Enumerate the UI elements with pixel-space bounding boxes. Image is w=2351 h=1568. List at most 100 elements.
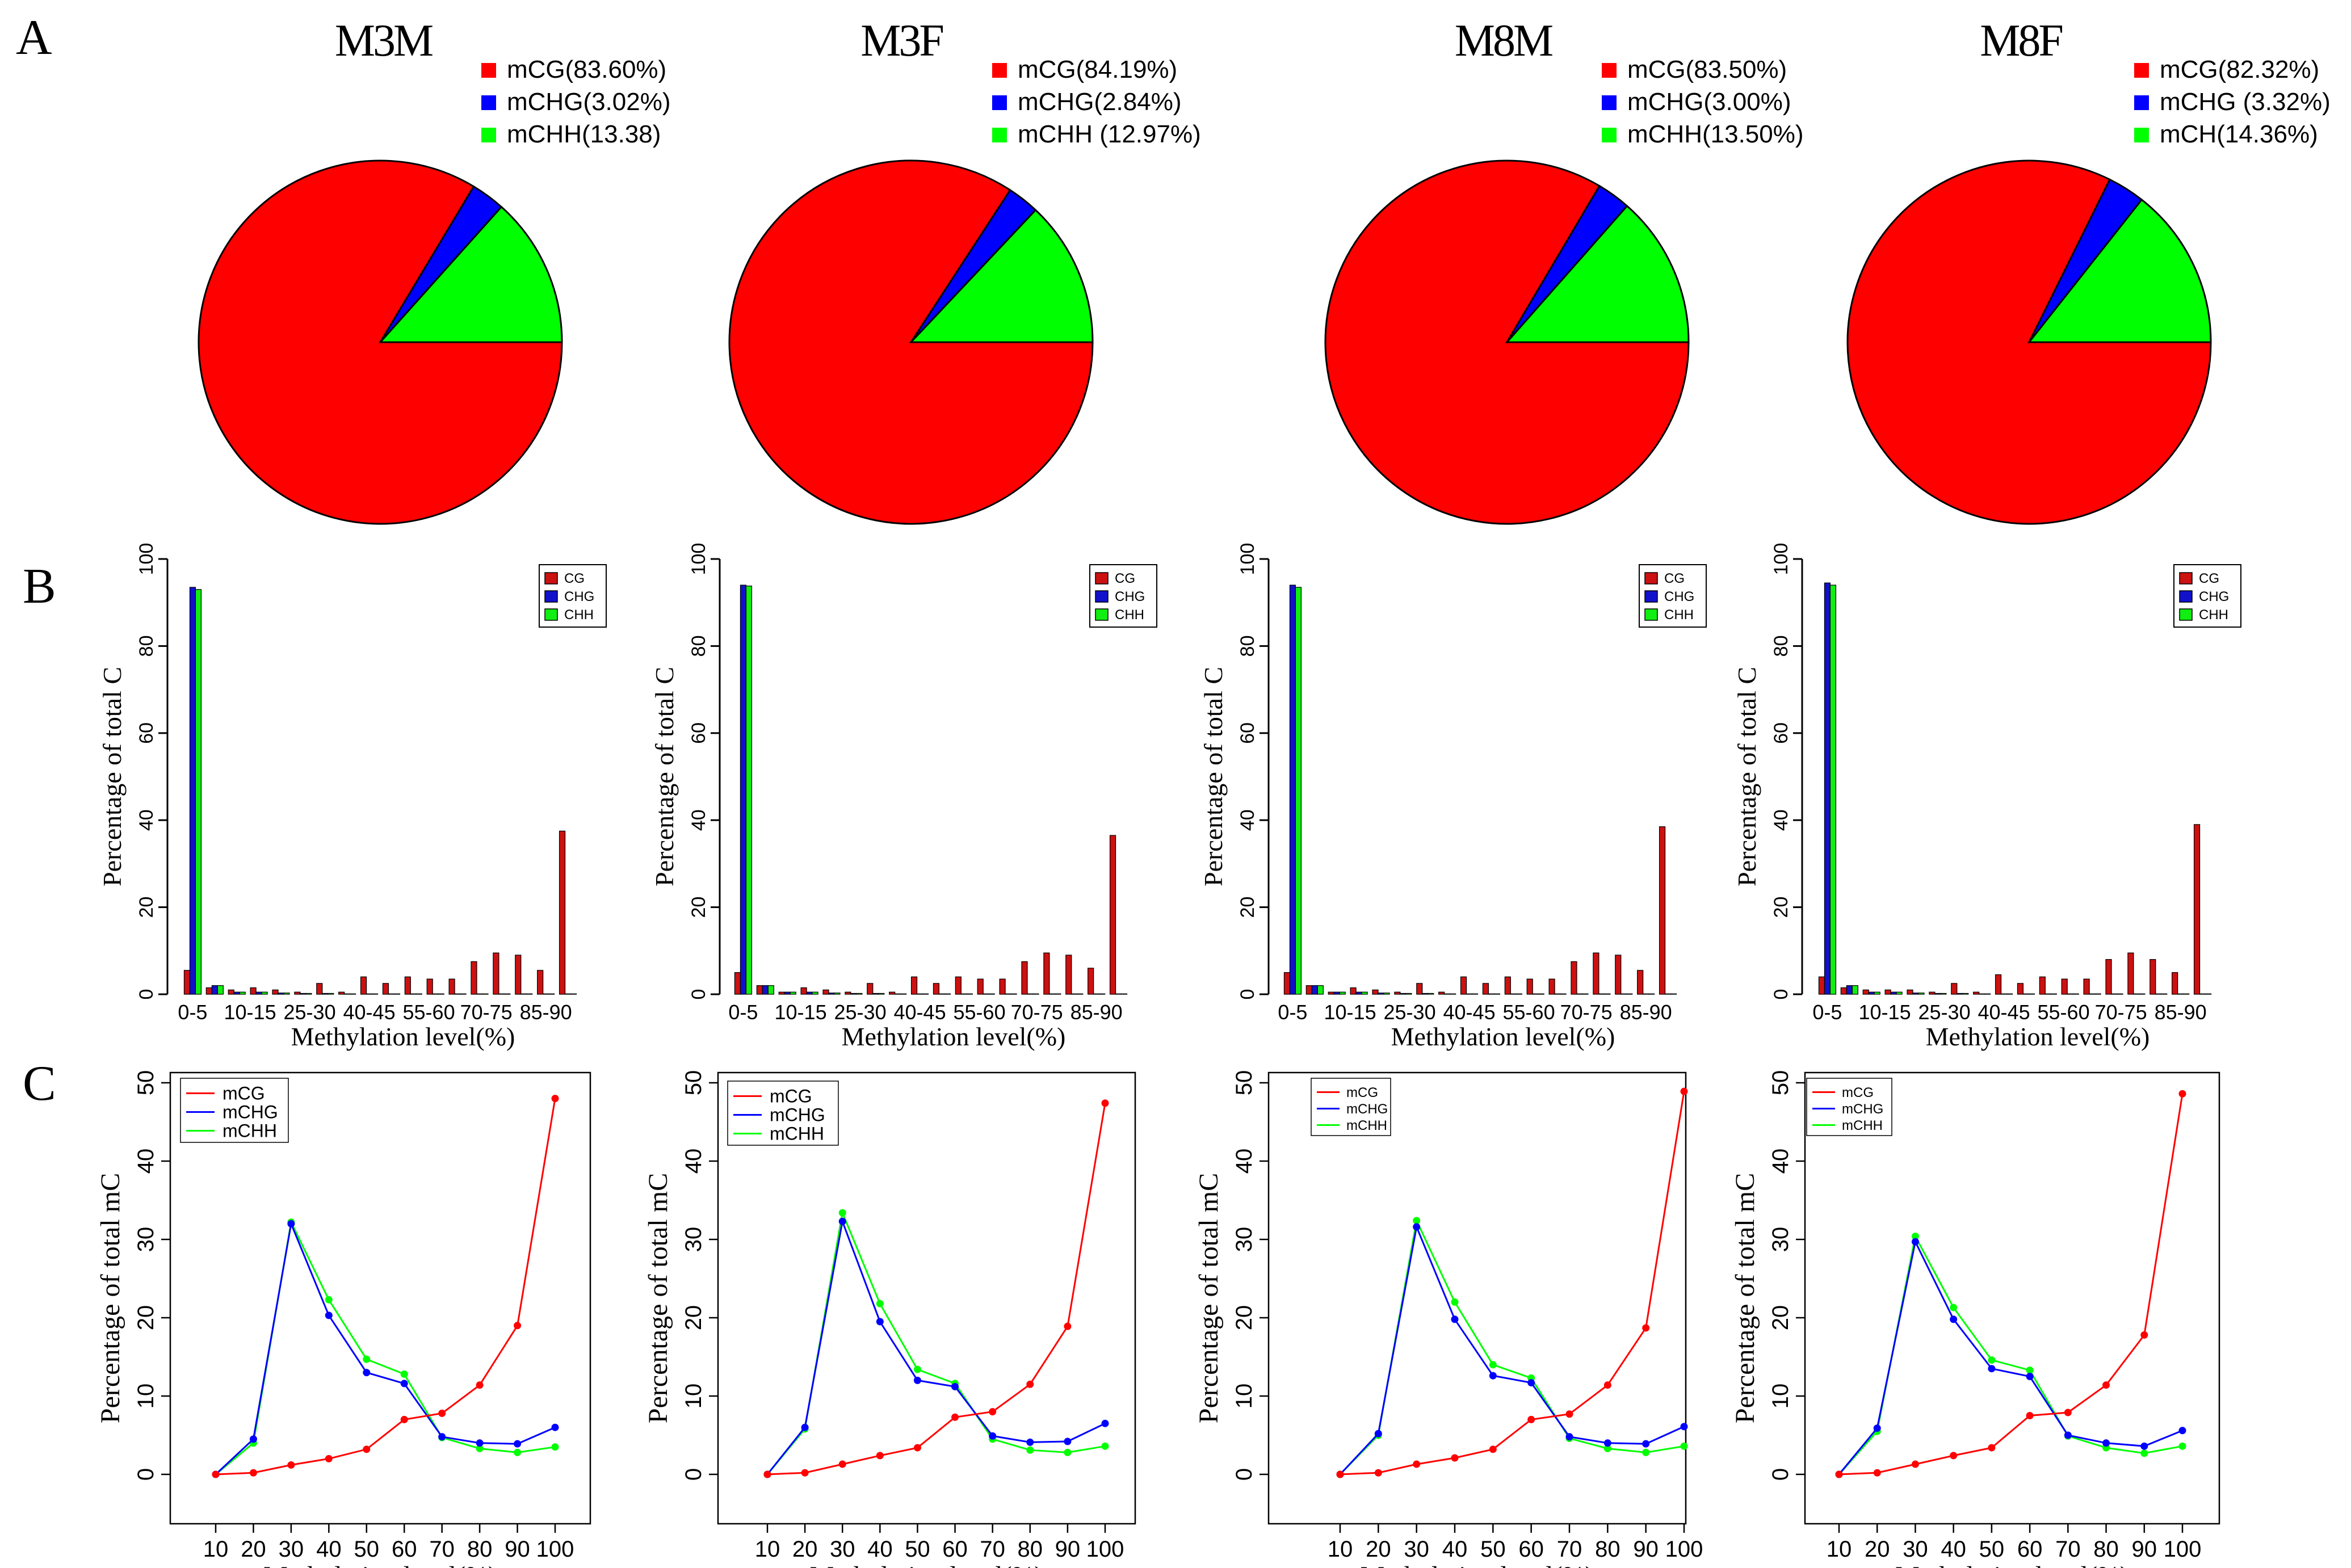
line-point-mchh: [1489, 1361, 1497, 1369]
line-y-tick-label: 50: [1768, 1070, 1793, 1096]
line-point-mchg: [325, 1311, 333, 1319]
bar-cg: [294, 991, 301, 995]
line-point-mcg: [838, 1460, 846, 1468]
bar-chh: [1940, 993, 1947, 995]
line-legend-label: mCHG: [1346, 1102, 1388, 1117]
bar-x-tick-label: 70-75: [2095, 1001, 2147, 1024]
bar-x-tick-label: 0-5: [728, 1001, 758, 1024]
line-point-mchh: [913, 1365, 921, 1373]
bar-y-tick-label: 100: [1770, 543, 1792, 575]
bar-cg: [1840, 987, 1847, 995]
bar-chh: [745, 585, 753, 995]
pie-legend-label: mCG(83.60%): [507, 56, 666, 83]
bar-chh: [790, 991, 796, 995]
line-point-mcg: [1026, 1380, 1034, 1388]
line-point-mcg: [1873, 1469, 1881, 1477]
bar-y-tick-label: 40: [688, 809, 710, 831]
line-point-mchh: [1603, 1444, 1611, 1452]
bar-chh: [305, 993, 312, 995]
line-y-axis-label: Percentage of total mC: [643, 1173, 673, 1423]
line-point-mchg: [1064, 1437, 1072, 1445]
pie-slice-mchh: [378, 205, 563, 343]
bar-cg: [1305, 985, 1312, 995]
pie-chart-m8f: M8F mCG(82.32%) mCHG (3.32%) mCH(14.36%): [1846, 16, 2331, 525]
bar-chg: [1311, 985, 1318, 995]
line-point-mcg: [249, 1469, 257, 1477]
bar-cg: [2105, 959, 2112, 995]
bar-legend-label: CHG: [564, 589, 594, 604]
line-x-tick-label: 100: [1665, 1537, 1703, 1562]
bar-x-tick-label: 85-90: [2155, 1001, 2207, 1024]
bar-cg: [1328, 991, 1334, 995]
bar-cg: [338, 991, 345, 995]
bar-cg: [1571, 961, 1577, 995]
line-x-tick-label: 50: [1979, 1537, 2005, 1562]
pie-legend-swatch-mcg: [992, 63, 1007, 78]
bar-x-tick-label: 10-15: [1324, 1001, 1376, 1024]
line-y-tick-label: 50: [133, 1070, 158, 1096]
bar-cg: [1973, 991, 1980, 995]
line-point-mcg: [951, 1413, 959, 1421]
line-point-mcg: [2102, 1381, 2110, 1389]
bar-y-tick-label: 40: [1237, 809, 1258, 831]
line-x-tick-label: 70: [1557, 1537, 1582, 1562]
bar-cg: [910, 976, 918, 995]
line-point-mchg: [1988, 1365, 1996, 1373]
line-point-mchg: [1642, 1440, 1650, 1448]
line-x-tick-label: 80: [1595, 1537, 1620, 1562]
bar-legend-swatch: [2179, 572, 2193, 585]
bar-y-tick-label: 20: [688, 897, 710, 918]
bar-chg: [1333, 991, 1340, 995]
bar-legend-label: CHH: [2199, 607, 2228, 623]
line-point-mcg: [1680, 1087, 1688, 1095]
bar-chh: [239, 991, 246, 995]
line-point-mcg: [1950, 1452, 1958, 1460]
line-x-tick-label: 60: [392, 1537, 417, 1562]
line-point-mcg: [1374, 1469, 1382, 1477]
line-point-mchh: [1988, 1356, 1996, 1364]
line-point-mchh: [325, 1296, 333, 1304]
pie-legend-label: mCG(84.19%): [1018, 56, 1177, 83]
line-legend-label: mCHH: [222, 1121, 277, 1141]
bar-chh: [1962, 993, 1969, 995]
line-x-tick-label: 20: [792, 1537, 818, 1562]
bar-legend-swatch: [2179, 608, 2193, 621]
bar-cg: [1862, 989, 1869, 995]
line-point-mchg: [989, 1432, 997, 1440]
bar-x-tick-label: 70-75: [1011, 1001, 1063, 1024]
bar-chh: [1852, 985, 1858, 995]
line-y-tick-label: 50: [681, 1070, 706, 1096]
bar-x-tick-label: 40-45: [1978, 1001, 2030, 1024]
bar-y-tick-label: 80: [688, 635, 710, 657]
bar-cg: [2172, 972, 2178, 995]
bar-x-tick-label: 55-60: [403, 1001, 455, 1024]
line-point-mchh: [876, 1300, 884, 1308]
bar-cg: [1482, 983, 1489, 995]
line-legend-box: [1806, 1078, 1892, 1136]
line-series-mcg: [215, 1098, 556, 1475]
line-y-tick-label: 10: [133, 1384, 158, 1409]
bar-cg: [360, 976, 367, 995]
line-point-mchh: [1064, 1448, 1072, 1456]
line-point-mchg: [801, 1423, 809, 1431]
bar-y-tick-label: 0: [1770, 989, 1792, 1000]
bar-cg: [1504, 976, 1511, 995]
line-point-mcg: [1336, 1470, 1344, 1478]
bar-cg: [2193, 824, 2201, 995]
bar-chh: [195, 589, 202, 995]
bar-x-tick-label: 10-15: [224, 1001, 276, 1024]
bar-legend-label: CHH: [564, 607, 594, 623]
line-point-mchg: [551, 1423, 559, 1431]
bar-legend-swatch: [1644, 608, 1658, 621]
panel-letter-a: A: [16, 10, 52, 65]
line-y-tick-label: 20: [681, 1305, 706, 1331]
bar-x-tick-label: 70-75: [1560, 1001, 1613, 1024]
bar-chg: [1400, 993, 1407, 995]
line-x-axis-label: Methylation level(%): [810, 1561, 1044, 1568]
pie-legend-label: mCHH(13.50%): [1627, 120, 1804, 148]
bar-chh: [1339, 991, 1346, 995]
line-chart-m3m: 0 10 20 30 40 50 Percentage of total mC 10 20 30 4…: [95, 1070, 591, 1568]
line-point-mcg: [2064, 1409, 2072, 1416]
bar-chg: [1355, 991, 1362, 995]
pie-legend-swatch-mchg: [2134, 95, 2149, 110]
